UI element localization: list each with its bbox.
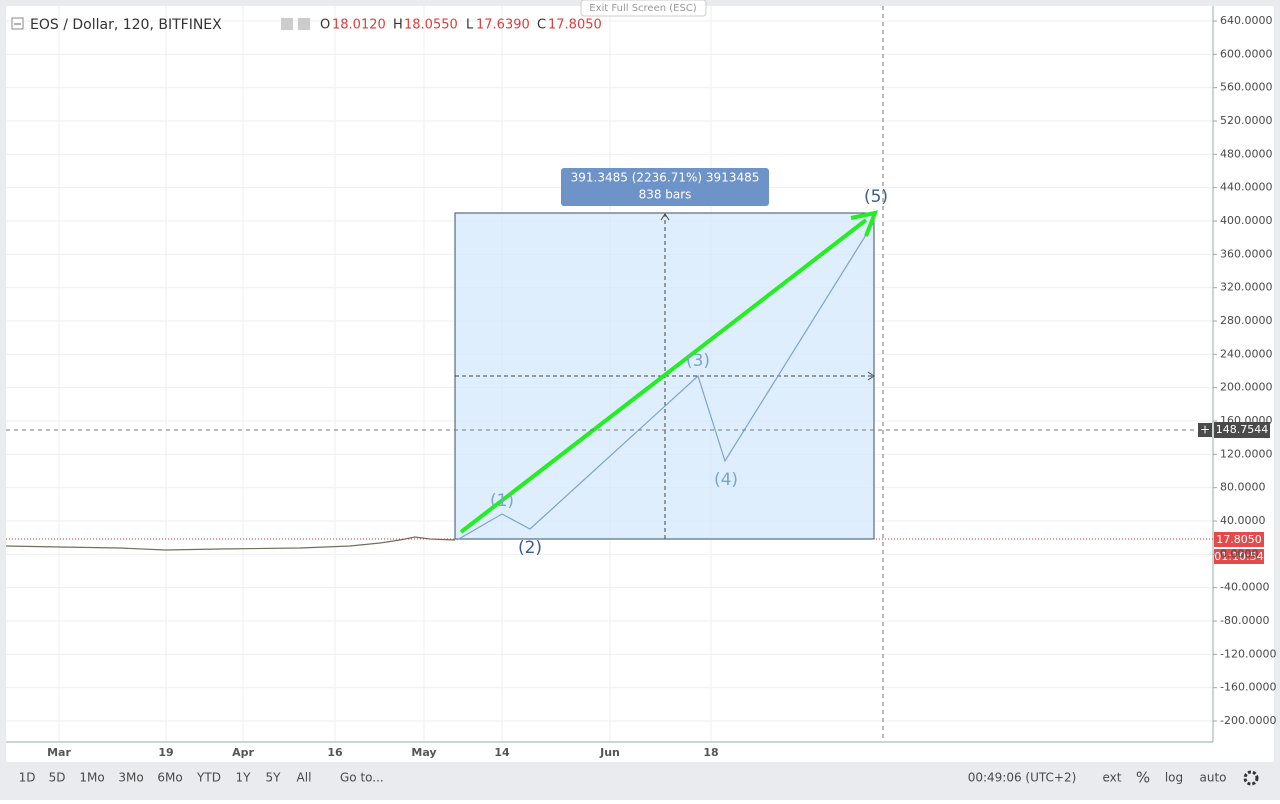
price-axis: 640.0000 600.0000 560.0000 520.0000 480.0000… (1213, 14, 1276, 727)
time-label: 16 (327, 746, 343, 759)
trend-arrow (459, 218, 868, 534)
wave-label: (5) (864, 187, 888, 207)
crosshair-price: 148.7544 (1216, 423, 1269, 436)
ohlc-value: 17.8050 (548, 18, 602, 33)
eye-icon[interactable] (281, 18, 293, 30)
exit-fullscreen-label: Exit Full Screen (ESC) (589, 3, 697, 14)
goto-button[interactable]: Go to... (340, 771, 384, 785)
time-label: 18 (703, 746, 718, 759)
scale-option[interactable]: log (1165, 771, 1183, 785)
price-label: -80.0000 (1220, 614, 1269, 627)
time-label: Jun (599, 746, 620, 759)
settings-gear[interactable] (1243, 770, 1259, 786)
price-label: 280.0000 (1220, 314, 1273, 327)
trend-arrow-head (850, 210, 879, 237)
price-label: 640.0000 (1220, 14, 1273, 27)
time-label: Apr (232, 746, 254, 759)
time-label: Mar (47, 746, 71, 759)
price-label: 240.0000 (1220, 347, 1273, 360)
ohlc-label: O (320, 18, 330, 33)
range-button[interactable]: 1D (19, 771, 36, 785)
price-label: 600.0000 (1220, 47, 1273, 60)
price-label: 560.0000 (1220, 81, 1273, 94)
price-series (5, 536, 456, 551)
bottom-toolbar: 1D 5D 1Mo 3Mo 6Mo YTD 1Y 5Y All ext% log auto (19, 769, 1259, 787)
ohlc-value: 17.6390 (476, 18, 530, 33)
price-tag (1214, 532, 1264, 547)
price-label: 200.0000 (1220, 381, 1273, 394)
ohlc-label: H (393, 18, 403, 33)
price-label: -200.0000 (1220, 714, 1276, 727)
exit-fullscreen[interactable] (580, 0, 707, 17)
wave-path (456, 221, 875, 541)
ohlc-label: L (466, 18, 474, 33)
price-label: 160.0000 (1220, 414, 1273, 427)
ohlc-value: 18.0120 (332, 18, 386, 33)
measure-label: 391.3485 (2236.71%) 3913485 (571, 171, 760, 185)
wave-label: (2) (518, 538, 542, 558)
price-label: -120.0000 (1220, 647, 1276, 660)
range-button[interactable]: 1Mo (79, 771, 104, 785)
plus-button[interactable] (1198, 423, 1212, 437)
price-label: -40.0000 (1220, 581, 1269, 594)
wave-label: (4) (714, 470, 738, 490)
symbol[interactable]: EOS / Dollar, 120, BITFINEX (30, 17, 222, 33)
price-label: 120.0000 (1220, 447, 1273, 460)
price-label: -160.0000 (1220, 681, 1276, 694)
price-label: 400.0000 (1220, 214, 1273, 227)
range-button[interactable]: 3Mo (118, 771, 143, 785)
time-label: May (411, 746, 436, 759)
measure-label: 838 bars (639, 188, 692, 202)
arrow-head (867, 371, 875, 381)
wave-label: (1) (490, 491, 514, 511)
scale-option[interactable]: % (1136, 769, 1150, 787)
price-label: 320.0000 (1220, 281, 1273, 294)
range-button[interactable]: 6Mo (157, 771, 182, 785)
range-button[interactable]: 1Y (236, 771, 252, 785)
price-label: 480.0000 (1220, 147, 1273, 160)
scale-option[interactable]: auto (1199, 771, 1226, 785)
price-tag (1214, 422, 1270, 438)
measure-label-box (561, 168, 769, 206)
price-label: 440.0000 (1220, 181, 1273, 194)
range-button[interactable]: All (297, 771, 312, 785)
scale-option[interactable]: ext (1103, 771, 1122, 785)
price-label: 520.0000 (1220, 114, 1273, 127)
price-label: 40.0000 (1220, 514, 1266, 527)
time-label: 14 (494, 746, 510, 759)
countdown: 01:10:54 (1214, 550, 1263, 563)
time-label: 19 (158, 746, 173, 759)
price-label: 80.0000 (1220, 481, 1266, 494)
time-axis: Mar 19 Apr 16 May 14 Jun 18 (47, 746, 719, 759)
plus-icon: + (1200, 423, 1210, 437)
range-button[interactable]: 5D (49, 771, 66, 785)
ohlc-label: C (537, 18, 546, 33)
arrow-head (660, 213, 670, 221)
range-button[interactable]: YTD (196, 771, 221, 785)
range-button[interactable]: 5Y (266, 771, 282, 785)
price-label: 0.0000 (1220, 547, 1259, 560)
clock: 00:49:06 (UTC+2) (968, 771, 1077, 785)
wave-label: (3) (686, 351, 710, 371)
price-tag (1214, 549, 1264, 564)
price-label: 360.0000 (1220, 247, 1273, 260)
ohlc-value: 18.0550 (404, 18, 458, 33)
last-price: 17.8050 (1216, 533, 1262, 546)
settings-icon[interactable] (298, 18, 310, 30)
